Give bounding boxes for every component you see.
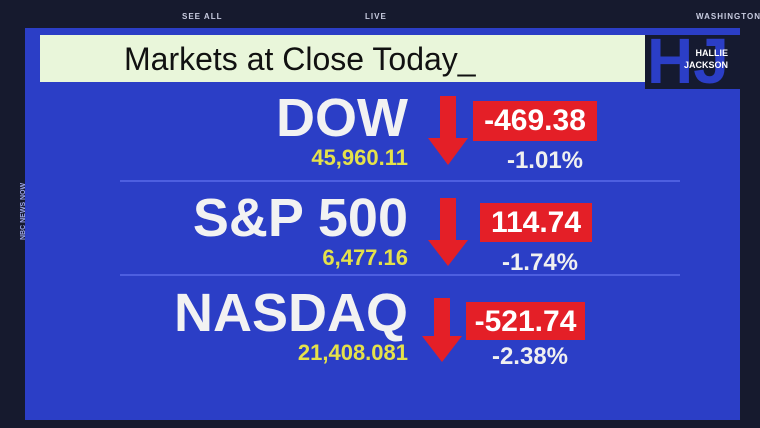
down-arrow [428,96,468,165]
change: 114.74 [480,203,592,242]
title-bar [40,35,645,82]
screen [25,28,740,420]
location: WASHINGTON [696,12,760,21]
host-first: HALLIE [695,48,729,58]
title: Markets at Close Today_ [124,41,476,77]
host-box: HJ HALLIE JACKSON [645,35,740,89]
percent: -1.74% [501,249,579,276]
change: -469.38 [473,101,597,141]
down-arrow [428,198,468,266]
down-arrow [422,298,462,362]
see-all[interactable]: SEE ALL [182,12,223,21]
monogram: HJ [647,35,729,89]
index-value: 45,960.11 [311,145,408,170]
change: -521.74 [466,302,585,340]
separator [120,180,680,182]
index-value: 6,477.16 [322,245,408,270]
percent: -2.38% [491,343,569,370]
index-name: S&P 500 [192,188,408,248]
live[interactable]: LIVE [365,12,387,21]
index-value: 21,408.081 [297,340,408,365]
index-name: NASDAQ [173,283,408,343]
percent: -1.01% [506,147,584,174]
host-last: JACKSON [683,60,728,70]
separator [120,274,680,276]
index-name: DOW [276,88,408,148]
